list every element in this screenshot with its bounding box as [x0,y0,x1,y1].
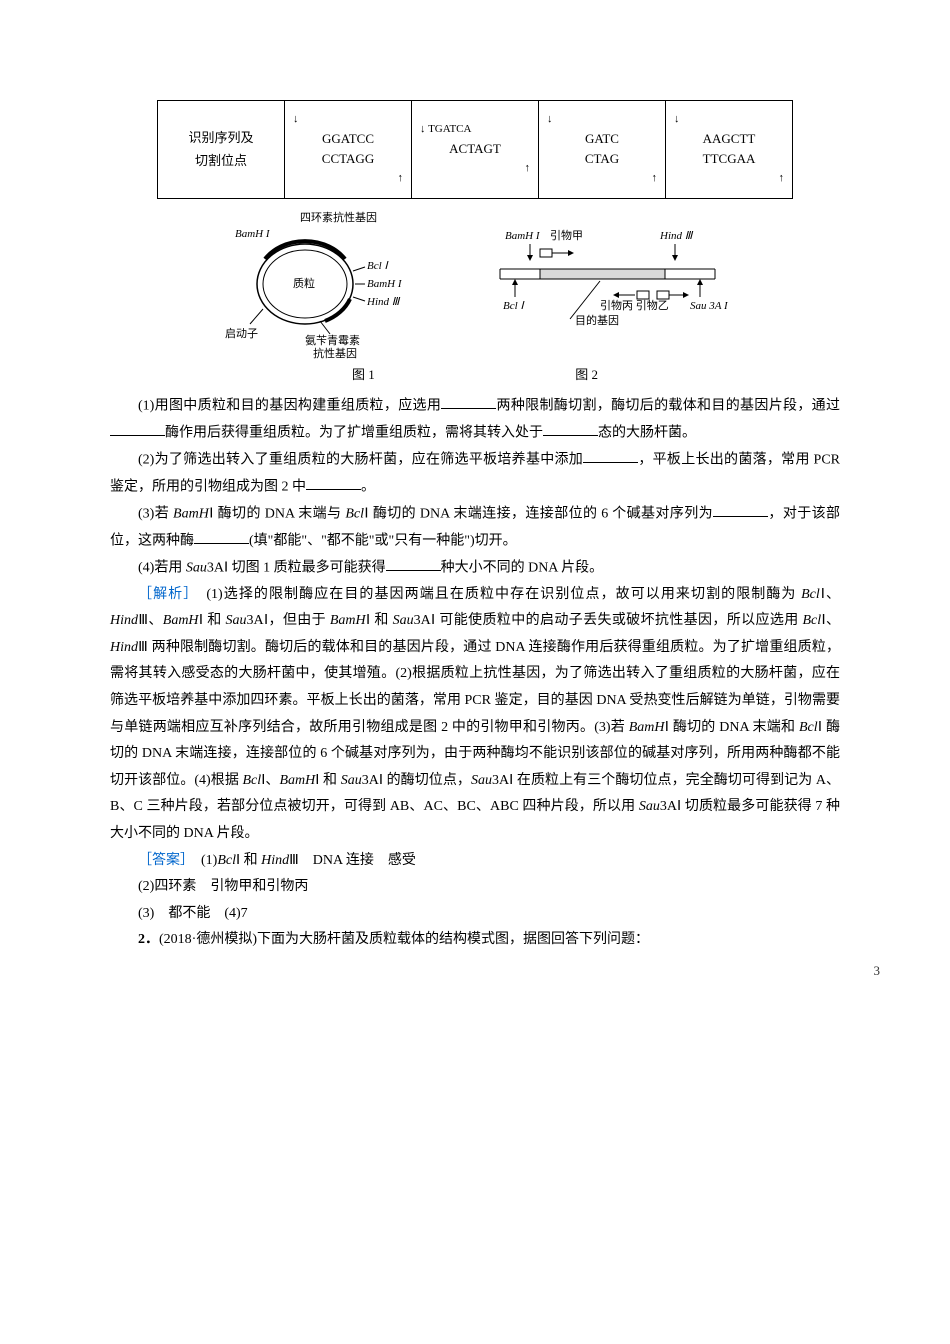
fig2-bamh-primer-label: BamH I [505,230,541,242]
diagram-row: 四环素抗性基因 BamH I 质粒 Bcl Ⅰ BamH I Hind Ⅲ 启动… [110,209,840,359]
seq-bot-4: TTCGAA [674,149,784,170]
figure-labels: 图 1 图 2 [110,364,840,383]
enzyme-cell-1: ↓ GGATCC CCTAGG ↑ [285,101,412,199]
figure-1-plasmid: 四环素抗性基因 BamH I 质粒 Bcl Ⅰ BamH I Hind Ⅲ 启动… [205,209,425,359]
seq-top-4: AAGCTT [674,129,784,150]
answers-label: ［答案］ [138,853,187,868]
fig1-bamh2-label: BamH I [367,278,403,290]
analysis-label: ［解析］ [138,587,191,602]
table-row-header: 识别序列及切割位点 [158,101,285,199]
fig1-bcl-label: Bcl Ⅰ [367,260,389,272]
enzyme-cell-3: ↓ GATC CTAG ↑ [539,101,666,199]
fig1-promoter-label: 启动子 [225,327,258,340]
enzyme-cell-4: ↓ AAGCTT TTCGAA ↑ [666,101,793,199]
fig1-hind-label: Hind Ⅲ [366,296,401,308]
enzyme-recognition-table: 识别序列及切割位点 ↓ GGATCC CCTAGG ↑ ↓ TGATCA ACT… [157,100,793,199]
fig1-tetracycline-label: 四环素抗性基因 [300,210,377,224]
fig1-bamh-label: BamH I [235,228,271,240]
fig2-bcl-label: Bcl Ⅰ [503,300,525,312]
question-1: (1)用图中质粒和目的基因构建重组质粒，应选用两种限制酶切割，酶切后的载体和目的… [110,393,840,447]
fig1-caption: 图 1 [253,364,473,383]
fig1-plasmid-label: 质粒 [293,276,315,290]
seq-bot-1: CCTAGG [293,149,403,170]
fig2-hind-label: Hind Ⅲ [659,230,694,242]
fig2-primer-bc-label: 引物丙 引物乙 [600,298,669,312]
answer-1: ［答案］ (1)BclⅠ 和 HindⅢ DNA 连接 感受 [110,848,840,875]
seq-bot-3: CTAG [547,149,657,170]
page-number: 3 [874,963,881,979]
question-4: (4)若用 Sau3AⅠ 切图 1 质粒最多可能获得种大小不同的 DNA 片段。 [110,555,840,582]
question-3: (3)若 BamHⅠ 酶切的 DNA 末端与 BclⅠ 酶切的 DNA 末端连接… [110,501,840,555]
fig1-amp-label-2: 抗性基因 [313,346,357,359]
figure-2-target-gene: BamH I 引物甲 Hind Ⅲ [485,209,745,359]
answer-3-4: (3) 都不能 (4)7 [110,901,840,928]
answer-2: (2)四环素 引物甲和引物丙 [110,874,840,901]
question-2: (2)为了筛选出转入了重组质粒的大肠杆菌，应在筛选平板培养基中添加，平板上长出的… [110,447,840,501]
seq-bot-2: ACTAGT [449,141,501,156]
fig2-sau-label: Sau 3A I [690,300,729,312]
seq-top-1: GGATCC [293,129,403,150]
fig1-amp-label-1: 氨苄青霉素 [305,334,360,347]
next-question: 2．(2018·德州模拟)下面为大肠杆菌及质粒载体的结构模式图，据图回答下列问题… [110,927,840,954]
seq-top-3: GATC [547,129,657,150]
fig2-target-label: 目的基因 [575,313,619,327]
fig2-primer-jia: 引物甲 [550,228,583,242]
enzyme-cell-2: ↓ TGATCA ACTAGT ↑ [412,101,539,199]
analysis-paragraph: ［解析］ (1)选择的限制酶应在目的基因两端且在质粒中存在识别位点，故可以用来切… [110,582,840,848]
fig2-caption: 图 2 [477,364,697,383]
